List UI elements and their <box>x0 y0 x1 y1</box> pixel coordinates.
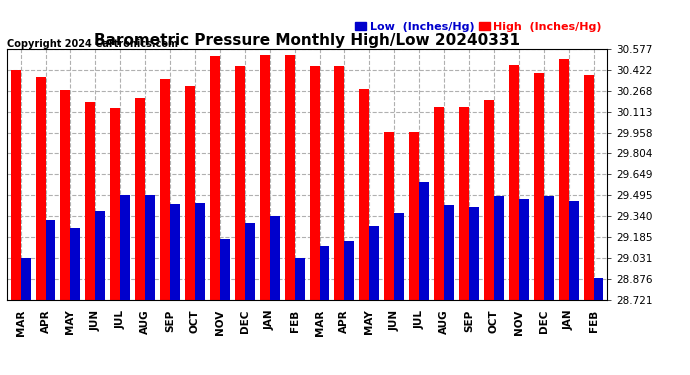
Bar <box>61 90 70 300</box>
Bar <box>70 228 80 300</box>
Bar <box>185 86 195 300</box>
Bar <box>519 199 529 300</box>
Bar <box>409 132 419 300</box>
Bar <box>344 241 355 300</box>
Bar <box>494 196 504 300</box>
Bar <box>86 102 95 300</box>
Bar <box>270 216 279 300</box>
Bar <box>434 106 444 300</box>
Bar <box>21 258 30 300</box>
Bar <box>394 213 404 300</box>
Bar <box>160 80 170 300</box>
Bar <box>459 106 469 300</box>
Bar <box>544 196 553 300</box>
Bar <box>310 66 319 300</box>
Bar <box>509 64 519 300</box>
Bar <box>444 206 454 300</box>
Bar <box>559 59 569 300</box>
Bar <box>259 55 270 300</box>
Bar <box>46 220 55 300</box>
Bar <box>359 89 369 300</box>
Bar <box>95 211 106 300</box>
Bar <box>295 258 304 300</box>
Bar <box>135 98 145 300</box>
Bar <box>120 195 130 300</box>
Bar <box>369 226 380 300</box>
Bar <box>384 132 394 300</box>
Bar <box>220 239 230 300</box>
Bar <box>36 77 46 300</box>
Bar <box>285 55 295 300</box>
Legend: Low  (Inches/Hg), High  (Inches/Hg): Low (Inches/Hg), High (Inches/Hg) <box>355 22 602 32</box>
Bar <box>419 182 429 300</box>
Bar <box>319 246 329 300</box>
Bar <box>593 279 604 300</box>
Bar <box>145 195 155 300</box>
Bar <box>10 70 21 300</box>
Text: Copyright 2024 Cartronics.com: Copyright 2024 Cartronics.com <box>7 39 178 49</box>
Bar <box>235 66 245 300</box>
Bar <box>245 223 255 300</box>
Bar <box>469 207 479 300</box>
Bar <box>110 108 120 300</box>
Bar <box>484 100 494 300</box>
Bar <box>170 204 180 300</box>
Bar <box>534 73 544 300</box>
Bar <box>335 66 344 300</box>
Bar <box>210 57 220 300</box>
Bar <box>569 201 578 300</box>
Bar <box>195 202 205 300</box>
Bar <box>584 75 593 300</box>
Title: Barometric Pressure Monthly High/Low 20240331: Barometric Pressure Monthly High/Low 202… <box>94 33 520 48</box>
